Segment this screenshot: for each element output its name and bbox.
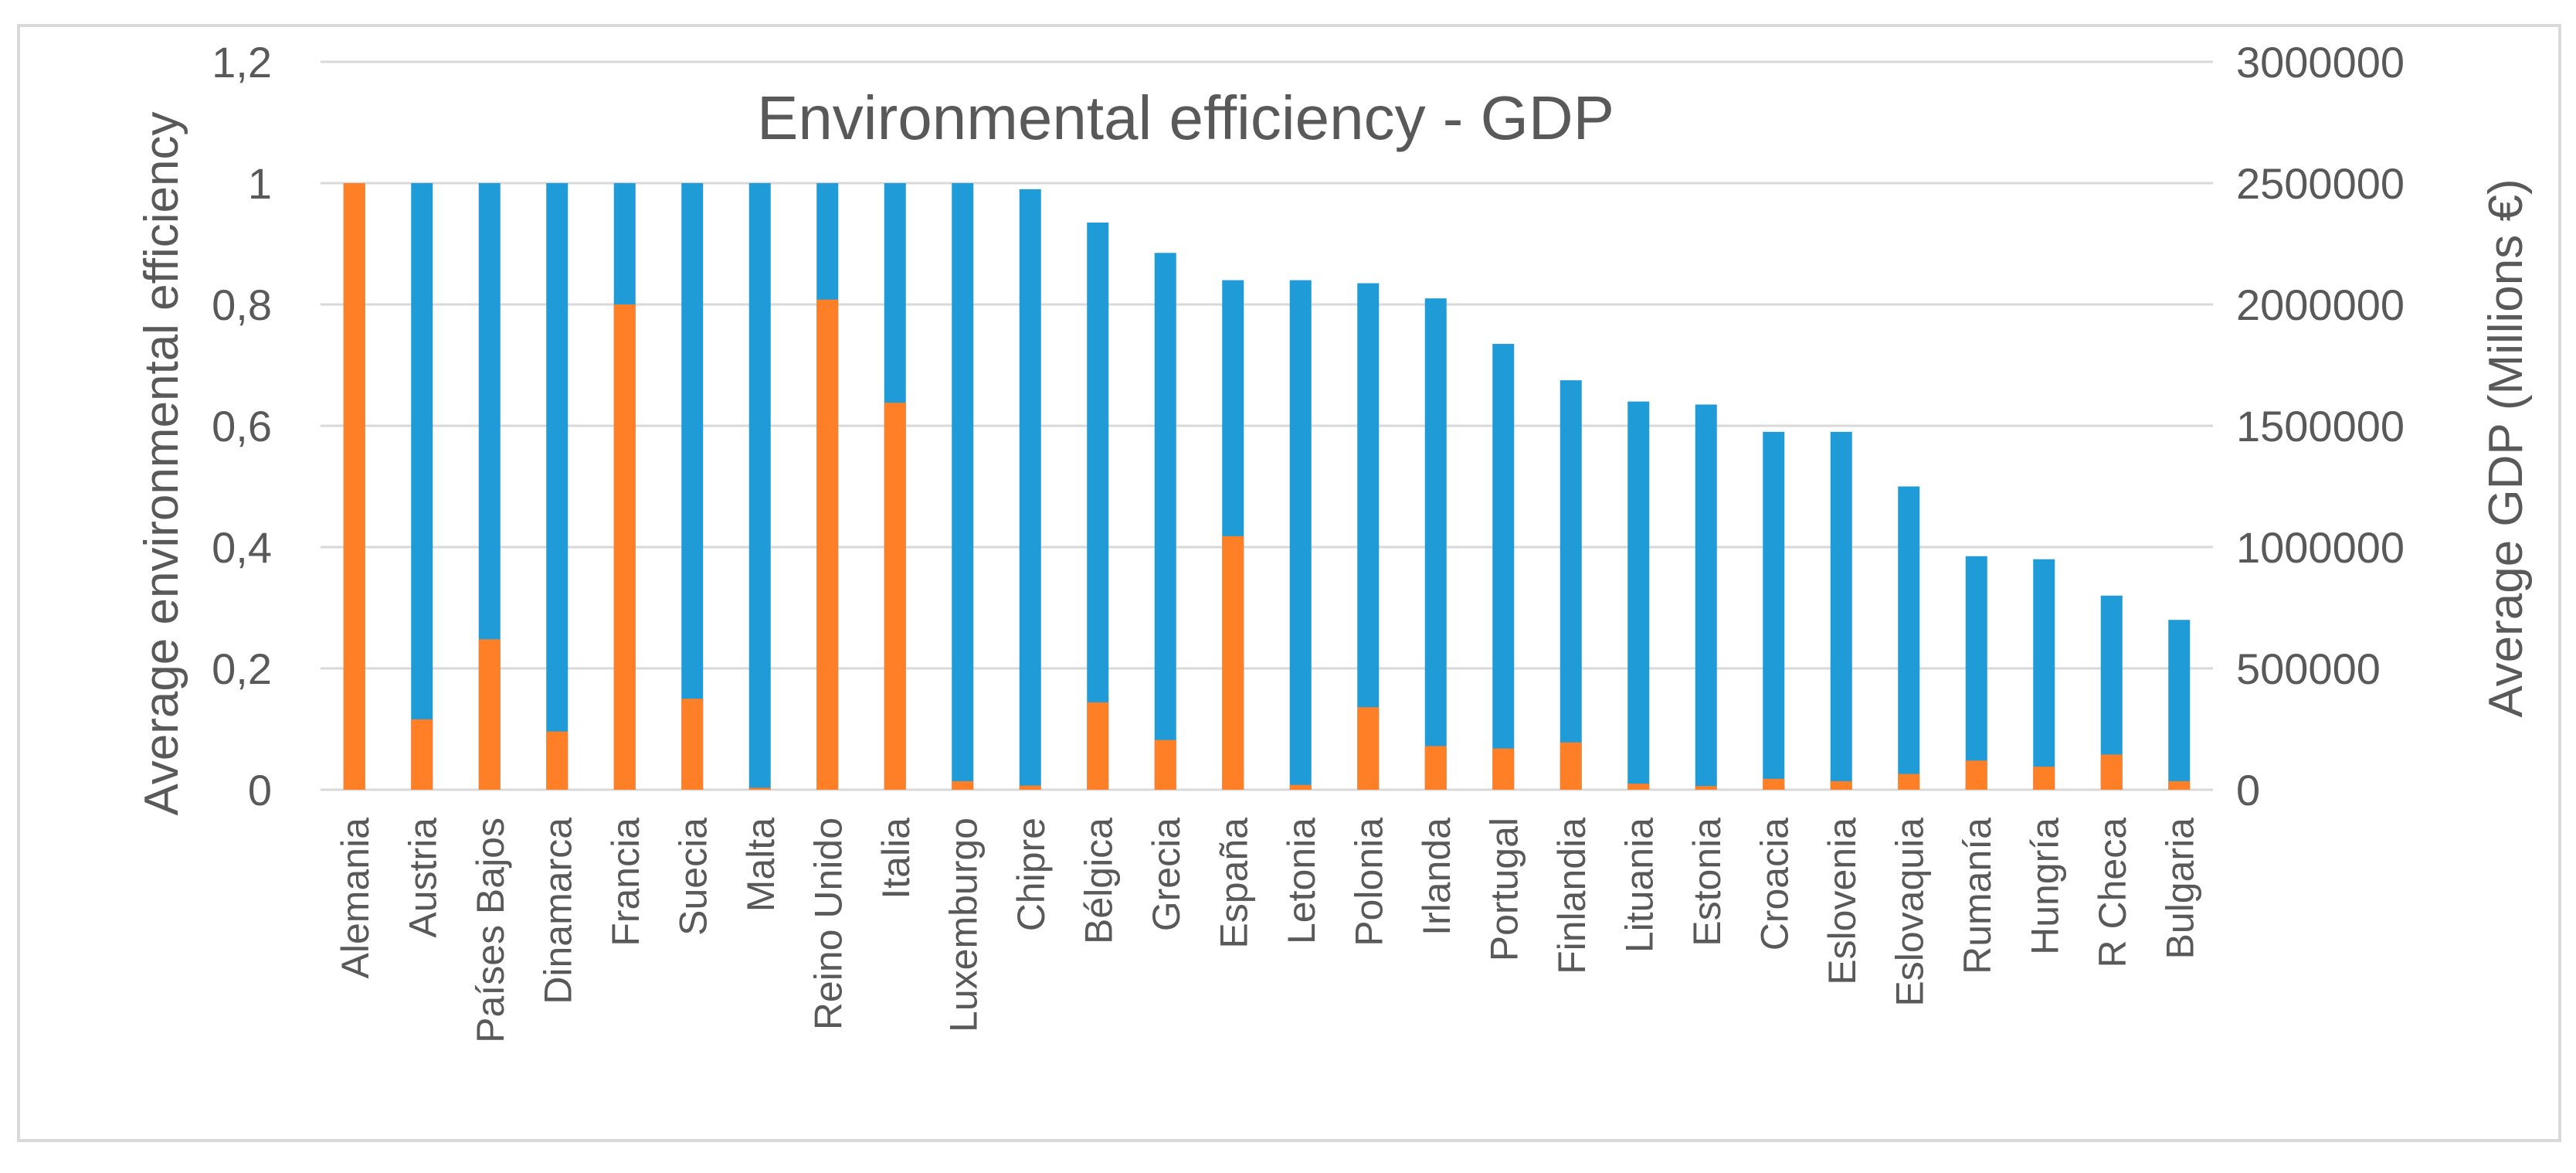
x-tick-label: Lituania [1617,818,1661,953]
y-left-tick-label: 1,2 [212,38,272,87]
x-tick-label: España [1212,818,1255,949]
gdp-bar [1289,784,1312,790]
efficiency-bar [1965,556,1987,790]
efficiency-bar [2168,620,2191,790]
chart-border [17,24,2561,1142]
efficiency-bar [952,183,974,790]
x-tick-label: Polonia [1347,818,1390,947]
y-right-tick-label: 3000000 [2236,38,2405,87]
efficiency-bar [681,183,704,790]
gdp-bar [884,403,906,790]
efficiency-bar [546,183,568,790]
gdp-bar [478,639,501,790]
gdp-bar [1560,742,1582,790]
y-left-tick-label: 0,8 [212,280,272,329]
x-tick-label: Bulgaria [2158,818,2201,960]
x-tick-label: Hungría [2023,818,2066,955]
efficiency-bar [1492,344,1515,790]
y-right-tick-label: 500000 [2236,644,2381,693]
gdp-bar [681,699,704,790]
efficiency-bar [1154,253,1176,790]
gdp-bar [613,304,636,790]
gdp-bar [1627,784,1650,790]
gdp-bar [1154,740,1176,790]
y-right-tick-label: 1000000 [2236,523,2405,572]
efficiency-bar [748,183,771,790]
x-tick-label: Luxemburgo [942,818,985,1032]
x-tick-label: Rumanía [1956,818,1999,974]
x-tick-label: R Checa [2091,818,2134,968]
x-tick-label: Finlandia [1550,818,1593,974]
efficiency-bar [1830,431,1852,790]
y-right-tick-label: 0 [2236,766,2260,814]
x-tick-label: Italia [874,818,918,899]
efficiency-bar [411,183,433,790]
x-tick-label: Malta [739,818,782,912]
gdp-bar [952,781,974,790]
y-right-tick-label: 2500000 [2236,159,2405,208]
y-left-tick-label: 1 [248,159,272,208]
x-tick-label: Estonia [1685,818,1729,947]
gdp-bar [1898,774,1920,790]
gdp-bar [1695,786,1717,790]
gdp-bar [2168,781,2191,790]
gdp-bar [2033,767,2055,790]
y-right-tick-label: 2000000 [2236,280,2405,329]
gdp-bar [1965,760,1987,790]
y-axis-right-label: Average GDP (Millions €) [2479,178,2533,717]
y-right-tick-label: 1500000 [2236,402,2405,450]
x-tick-label: Croacia [1753,818,1796,950]
efficiency-bar [1424,298,1447,790]
gdp-bar [411,719,433,790]
gdp-bar [343,183,365,790]
y-left-tick-label: 0,4 [212,523,272,572]
efficiency-bar [1289,280,1312,790]
x-tick-label: Letonia [1280,818,1323,944]
efficiency-bar [1357,283,1380,790]
gdp-bar [2100,754,2123,790]
x-tick-label: Bélgica [1077,818,1120,944]
gdp-bar [1019,785,1041,790]
efficiency-bar [1695,404,1717,790]
gdp-bar [1424,746,1447,790]
gdp-bar [1492,748,1515,790]
y-left-tick-label: 0,6 [212,402,272,450]
x-tick-label: Irlanda [1415,818,1458,936]
chart-title: Environmental efficiency - GDP [757,83,1614,152]
efficiency-bar [1560,380,1582,790]
y-axis-left-label: Average environmental efficiency [135,111,188,815]
y-left-tick-label: 0 [248,766,272,814]
x-tick-label: Chipre [1010,818,1053,931]
gdp-bar [748,787,771,790]
x-tick-label: Eslovaquia [1888,818,1931,1007]
x-tick-label: Grecia [1145,818,1188,931]
x-tick-label: Países Bajos [469,818,512,1043]
x-tick-label: Reino Unido [806,818,850,1030]
gdp-bar [816,299,839,790]
gdp-bar [1087,702,1109,790]
gdp-bar [1763,778,1785,790]
efficiency-bar [1898,486,1920,790]
x-tick-label: Austria [401,818,444,938]
x-tick-label: Francia [604,818,647,947]
gdp-bar [1357,707,1380,790]
x-tick-label: Portugal [1482,818,1526,961]
efficiency-bar [2033,559,2055,790]
gdp-bar [1830,781,1852,790]
x-tick-label: Suecia [671,818,714,936]
efficiency-bar [1627,401,1650,790]
efficiency-bar [1019,189,1041,790]
gdp-bar [1222,536,1244,790]
x-tick-label: Alemania [334,818,377,979]
x-tick-label: Dinamarca [536,818,579,1005]
y-left-tick-label: 0,2 [212,644,272,693]
efficiency-bar [1763,431,1785,790]
gdp-bar [546,731,568,790]
x-tick-label: Eslovenia [1821,818,1864,985]
efficiency-bar [1087,223,1109,790]
